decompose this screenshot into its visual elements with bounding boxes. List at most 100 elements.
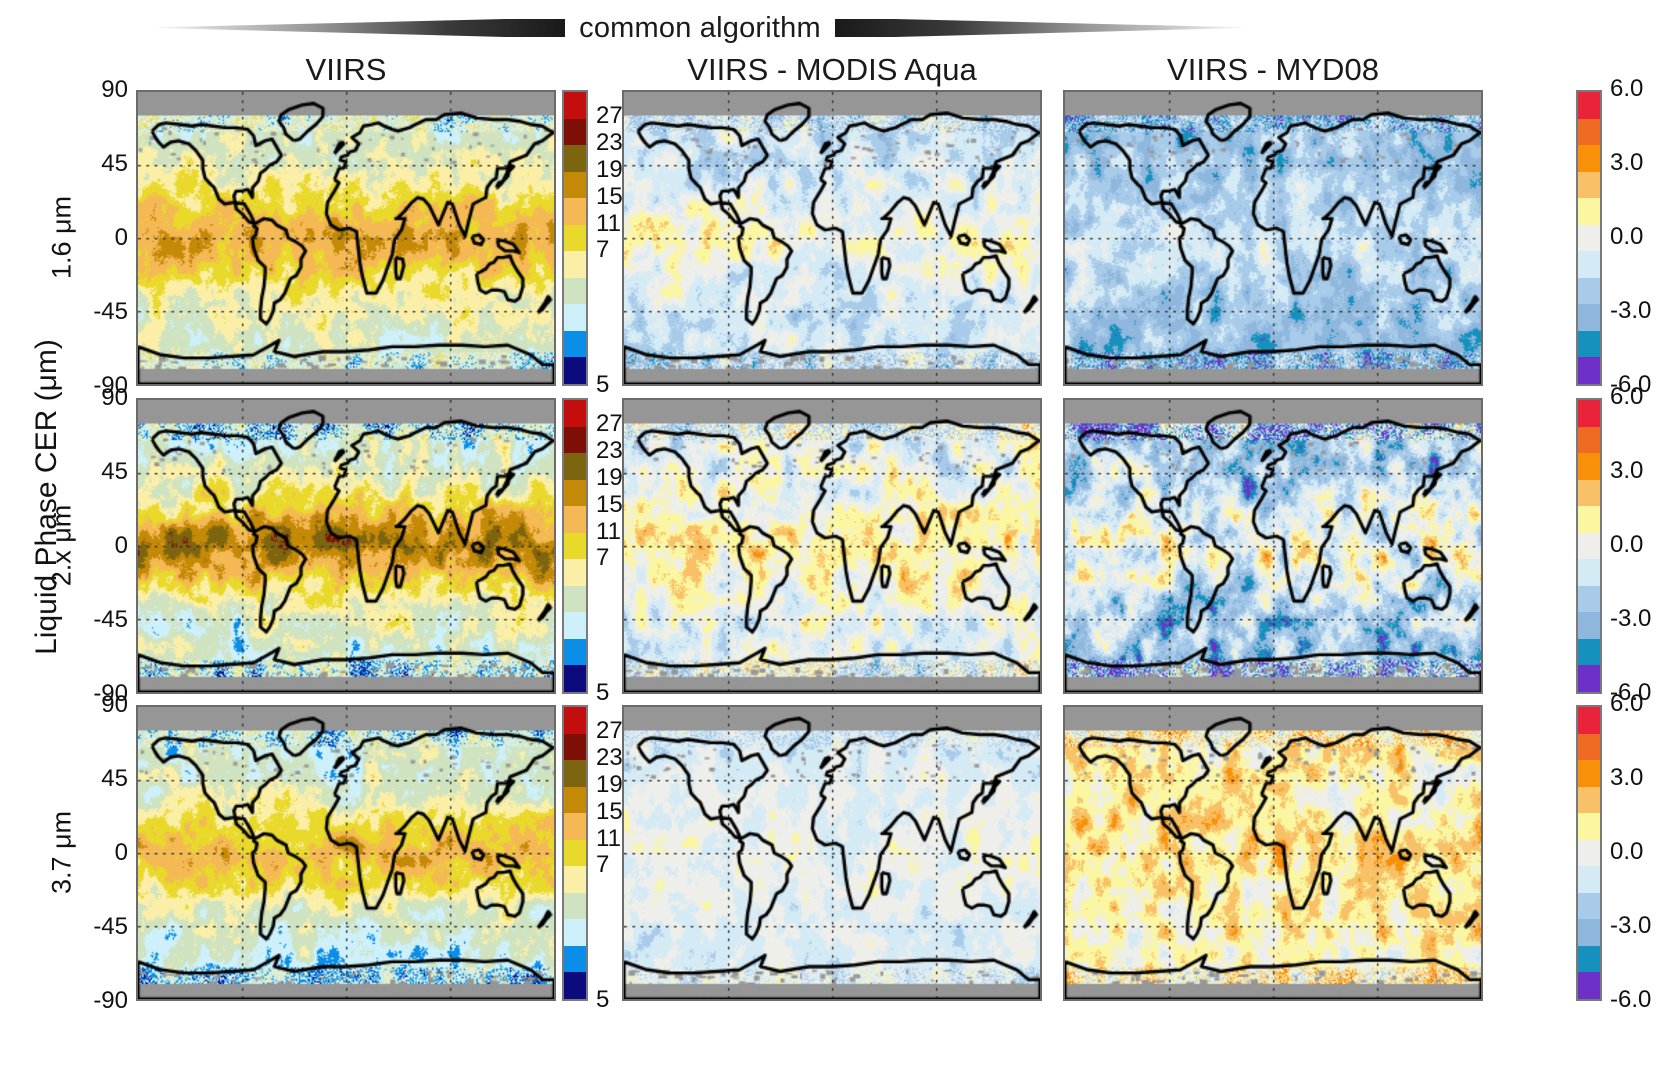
colorbar-segment	[1578, 92, 1600, 119]
colorbar-segment	[1578, 400, 1600, 427]
colorbar-segment	[1578, 707, 1600, 734]
y-tick-label-row-16um-neg90: -90	[93, 372, 128, 399]
colorbar-segment	[1578, 786, 1600, 814]
cer-colorbar-tick-19: 19	[596, 770, 623, 798]
colorbar-segment	[1578, 813, 1600, 840]
colorbar-segment	[564, 453, 586, 480]
map-panel-row-16um-viirs-myd08	[1063, 90, 1483, 386]
column-title-viirs: VIIRS	[305, 52, 387, 87]
difference-colorbar-tick-0_0: 0.0	[1610, 531, 1644, 558]
difference-colorbar-tick-0_0: 0.0	[1610, 223, 1644, 250]
cer-colorbar-tick-7: 7	[596, 544, 610, 572]
map-canvas	[624, 400, 1040, 692]
colorbar-segment	[564, 118, 586, 146]
cer-colorbar-row3	[562, 705, 588, 1001]
colorbar-segment	[1578, 453, 1600, 480]
map-panel-row-37um-viirs-myd08	[1063, 705, 1483, 1001]
map-canvas	[138, 400, 554, 692]
difference-colorbar-row3	[1576, 705, 1602, 1001]
colorbar-segment	[564, 760, 586, 787]
cer-colorbar-tick-15: 15	[596, 182, 623, 210]
colorbar-segment	[1578, 357, 1600, 384]
y-tick-label-row-2xum-90: 90	[101, 384, 128, 411]
colorbar-segment	[1578, 532, 1600, 560]
cer-colorbar-tick-23: 23	[596, 743, 623, 771]
map-canvas	[1065, 92, 1481, 384]
colorbar-segment	[564, 612, 586, 639]
colorbar-segment	[564, 786, 586, 814]
cer-colorbar-tick-15: 15	[596, 797, 623, 825]
y-tick-label-row-37um-neg45: -45	[93, 913, 128, 940]
colorbar-segment	[564, 198, 586, 225]
colorbar-segment	[1578, 733, 1600, 761]
difference-colorbar-tick-6_0: 6.0	[1610, 75, 1644, 102]
difference-colorbar-tick-neg6_0: -6.0	[1610, 986, 1652, 1013]
y-tick-label-row-37um-90: 90	[101, 691, 128, 718]
colorbar-segment	[564, 357, 586, 384]
colorbar-segment	[564, 707, 586, 734]
cer-colorbar-row1	[562, 90, 588, 386]
colorbar-segment	[1578, 760, 1600, 787]
difference-colorbar-tick-neg3_0: -3.0	[1610, 912, 1652, 939]
difference-colorbar-tick-3_0: 3.0	[1610, 457, 1644, 484]
colorbar-segment	[1578, 892, 1600, 920]
cer-colorbar-tick-27: 27	[596, 409, 623, 437]
cer-colorbar-tick-23: 23	[596, 128, 623, 156]
difference-colorbar-tick-6_0: 6.0	[1610, 690, 1644, 717]
cer-colorbar-tick-11: 11	[596, 209, 621, 237]
y-tick-label-row-37um-neg90: -90	[93, 987, 128, 1014]
tapered-arrow-right-icon	[834, 19, 1255, 37]
colorbar-segment	[1578, 506, 1600, 533]
cer-colorbar-tick-23: 23	[596, 436, 623, 464]
colorbar-segment	[1578, 665, 1600, 692]
colorbar-segment	[1578, 612, 1600, 639]
y-tick-label-row-2xum-45: 45	[101, 458, 128, 485]
colorbar-segment	[564, 839, 586, 867]
difference-colorbar-tick-3_0: 3.0	[1610, 764, 1644, 791]
cer-colorbar-tick-5: 5	[596, 679, 610, 706]
colorbar-segment	[1578, 945, 1600, 973]
y-tick-label-row-37um-45: 45	[101, 765, 128, 792]
colorbar-segment	[564, 426, 586, 454]
colorbar-segment	[1578, 479, 1600, 507]
colorbar-segment	[1578, 171, 1600, 199]
colorbar-segment	[564, 304, 586, 331]
colorbar-segment	[564, 251, 586, 278]
cer-colorbar-tick-27: 27	[596, 101, 623, 129]
colorbar-segment	[1578, 330, 1600, 358]
colorbar-segment	[1578, 277, 1600, 305]
map-panel-row-2xum-viirs	[136, 398, 556, 694]
cer-colorbar-tick-11: 11	[596, 517, 621, 545]
colorbar-segment	[564, 585, 586, 613]
colorbar-segment	[564, 733, 586, 761]
colorbar-segment	[564, 330, 586, 358]
map-panel-row-2xum-viirs-modis-aqua	[622, 398, 1042, 694]
tapered-arrow-left-icon	[145, 19, 566, 37]
colorbar-segment	[1578, 972, 1600, 999]
column-title-viirs-myd08: VIIRS - MYD08	[1167, 52, 1379, 87]
colorbar-segment	[564, 479, 586, 507]
colorbar-segment	[564, 945, 586, 973]
difference-colorbar-tick-neg6_0: -6.0	[1610, 371, 1652, 398]
cer-colorbar-tick-11: 11	[596, 824, 621, 852]
colorbar-segment	[564, 813, 586, 840]
y-tick-label-row-16um-0: 0	[114, 224, 128, 251]
colorbar-segment	[564, 638, 586, 666]
cer-colorbar-tick-27: 27	[596, 716, 623, 744]
colorbar-segment	[564, 532, 586, 560]
colorbar-segment	[1578, 198, 1600, 225]
y-tick-label-row-2xum-neg45: -45	[93, 606, 128, 633]
colorbar-segment	[564, 892, 586, 920]
difference-colorbar-row1	[1576, 90, 1602, 386]
difference-colorbar-tick-6_0: 6.0	[1610, 383, 1644, 410]
colorbar-segment	[1578, 919, 1600, 946]
map-canvas	[624, 707, 1040, 999]
column-title-viirs-modis-aqua: VIIRS - MODIS Aqua	[687, 52, 977, 87]
y-tick-label-row-16um-90: 90	[101, 76, 128, 103]
ribbon-label: common algorithm	[579, 11, 821, 44]
colorbar-segment	[1578, 559, 1600, 586]
cer-colorbar-tick-19: 19	[596, 155, 623, 183]
map-panel-row-16um-viirs-modis-aqua	[622, 90, 1042, 386]
colorbar-segment	[1578, 866, 1600, 893]
colorbar-segment	[564, 665, 586, 692]
